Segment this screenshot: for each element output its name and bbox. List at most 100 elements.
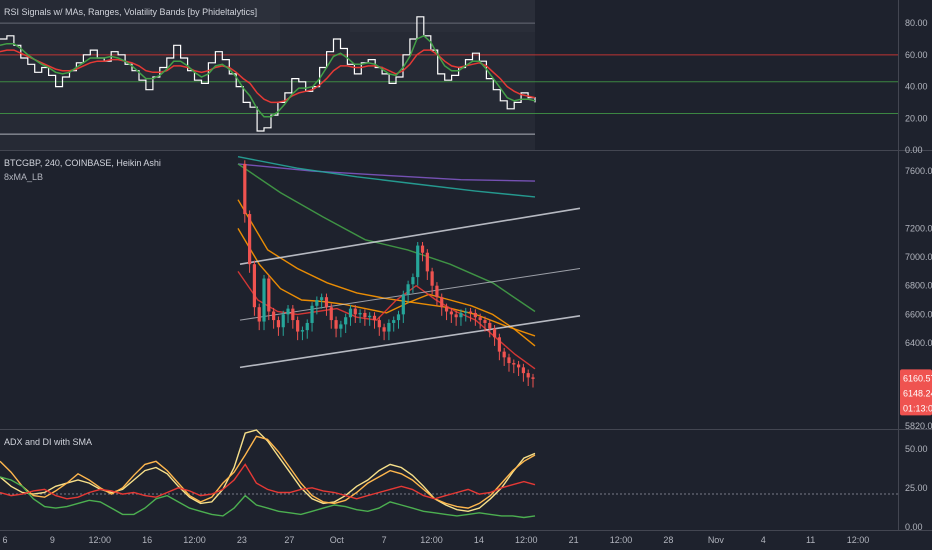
moving-average-line [237, 163, 536, 182]
candle-body [372, 315, 377, 321]
price-pane-title: BTCGBP, 240, COINBASE, Heikin Ashi [4, 158, 161, 168]
candle-body [363, 312, 367, 318]
candle-body [459, 312, 463, 318]
candle-body [435, 285, 439, 298]
x-tick-label: 4 [761, 535, 766, 545]
y-tick-label: 7000.00 [905, 252, 932, 262]
candle-body [416, 245, 420, 278]
y-tick-label: 20.00 [905, 113, 928, 123]
y-tick-label: 6800.00 [905, 281, 932, 291]
adx-line [0, 429, 536, 513]
x-tick-label: Nov [708, 535, 725, 545]
y-tick-label: 50.00 [905, 444, 928, 454]
rsi-band-shade [240, 0, 280, 50]
candle-body [488, 322, 492, 329]
candle-body [473, 312, 477, 318]
moving-average-line [237, 199, 536, 337]
candle-body [406, 284, 410, 295]
candle-body [382, 327, 386, 332]
candle-body [526, 373, 530, 378]
candle-body [444, 307, 449, 312]
x-tick-label: 12:00 [515, 535, 538, 545]
y-tick-label: 0.00 [905, 522, 923, 532]
adx-pane: ADX and DI with SMA [0, 429, 898, 519]
price-pane: BTCGBP, 240, COINBASE, Heikin Ashi 8xMA_… [4, 156, 581, 388]
x-tick-label: 11 [806, 535, 815, 545]
x-tick-label: 12:00 [847, 535, 870, 545]
candle-body [252, 264, 257, 308]
channel-lower-line[interactable] [239, 315, 581, 369]
candle-body [396, 314, 401, 321]
price-tag-label: 6148.24 [903, 388, 932, 398]
candle-body [329, 307, 333, 321]
candle-body [348, 308, 353, 318]
y-tick-label: 80.00 [905, 18, 928, 28]
y-tick-label: 40.00 [905, 82, 928, 92]
y-tick-label: 25.00 [905, 483, 928, 493]
channel-upper-line[interactable] [239, 207, 581, 265]
x-tick-label: 7 [382, 535, 387, 545]
price-tag-label: 6160.57 [903, 373, 932, 383]
x-tick-label: 16 [142, 535, 152, 545]
candle-body [300, 330, 305, 332]
candle-body [291, 308, 295, 321]
last-price-tags: 6160.57 6148.24 01:13:02 [900, 369, 932, 416]
moving-average-line [237, 163, 536, 313]
price-tag [900, 369, 932, 416]
candle-body [440, 297, 444, 308]
x-tick-label: 9 [50, 535, 55, 545]
y-tick-label: 7200.00 [905, 223, 932, 233]
candle-body [305, 322, 309, 331]
candle-body [512, 363, 516, 365]
candle-body [286, 308, 290, 315]
candle-body [521, 367, 525, 374]
x-tick-label: 23 [237, 535, 247, 545]
di-plus-line [0, 476, 536, 519]
price-pane-subtitle: 8xMA_LB [4, 172, 43, 182]
candle-body [507, 357, 511, 364]
x-tick-label: 14 [474, 535, 484, 545]
candle-body [368, 315, 372, 318]
candle-body [358, 312, 362, 315]
moving-average-line [237, 228, 536, 347]
y-tick-label: 5820.00 [905, 421, 932, 431]
candle-body [468, 311, 473, 313]
x-tick-label: 12:00 [89, 535, 112, 545]
y-tick-label: 6600.00 [905, 309, 932, 319]
candle-body [411, 277, 415, 285]
candle-body [353, 308, 357, 315]
candle-body [276, 320, 281, 328]
candle-body [449, 311, 453, 315]
candle-body [478, 317, 482, 321]
adx-pane-title: ADX and DI with SMA [4, 437, 92, 447]
x-tick-label: 6 [2, 535, 7, 545]
x-tick-label: 28 [663, 535, 673, 545]
candle-body [262, 278, 266, 322]
candle-body [430, 271, 434, 286]
candle-body [516, 364, 521, 368]
adx-sma-line [0, 435, 536, 509]
channel-middle-line[interactable] [239, 268, 581, 321]
candle-body [531, 377, 535, 379]
candle-body [401, 294, 405, 315]
candle-body [339, 324, 343, 329]
candle-body [320, 297, 324, 301]
candle-body [387, 322, 391, 332]
candle-body [267, 278, 271, 312]
candle-body [243, 163, 247, 215]
di-minus-line [0, 463, 536, 500]
y-tick-label: 6400.00 [905, 338, 932, 348]
candle-body [454, 314, 458, 318]
price-scale[interactable]: 80.00 60.00 40.00 20.00 0.00 7600.00 7200.00 70… [905, 18, 932, 532]
time-scale[interactable]: 6 9 12:00 16 12:00 23 27 Oct 7 12:00 14 12:00 21 12:0… [2, 535, 869, 545]
candle-body [296, 320, 300, 332]
candle-body [420, 245, 425, 253]
rsi-ma-line [0, 34, 536, 118]
candle-body [334, 320, 338, 329]
x-tick-label: 12:00 [183, 535, 206, 545]
rsi-ma-line [0, 49, 536, 104]
candle-body [257, 307, 261, 322]
candle-body [497, 337, 501, 352]
candle-body [425, 252, 429, 272]
